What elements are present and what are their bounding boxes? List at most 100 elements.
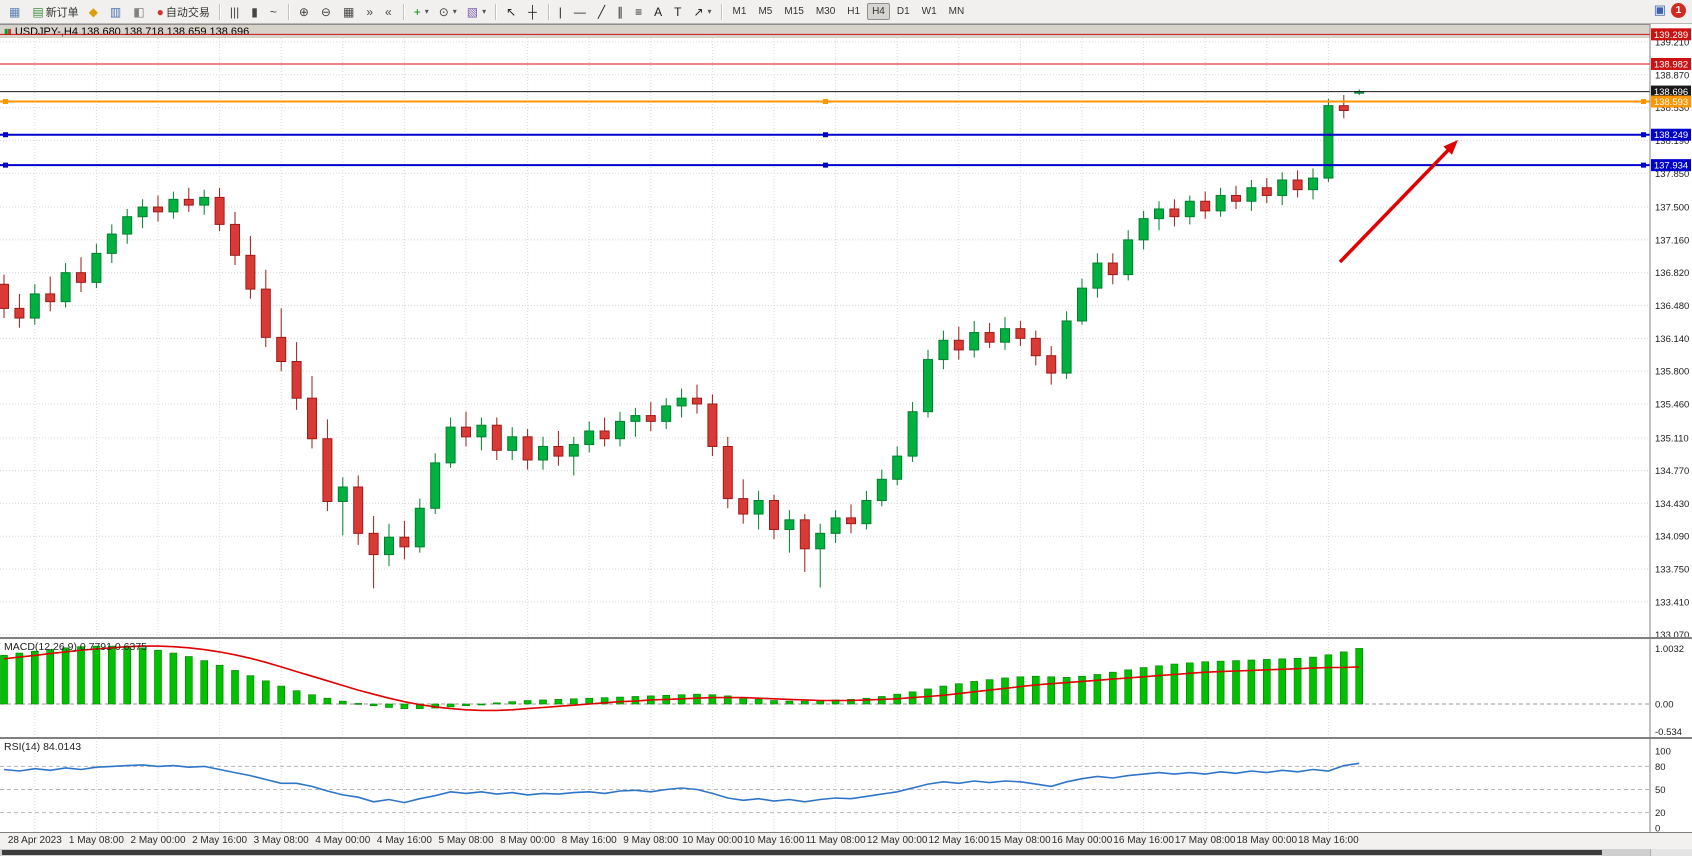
alerts-icon[interactable]: ▣ bbox=[1653, 2, 1666, 17]
candle bbox=[322, 438, 333, 502]
candle bbox=[599, 430, 610, 440]
channel-icon: ∥ bbox=[617, 4, 624, 19]
time-label: 3 May 08:00 bbox=[253, 835, 309, 846]
period-d1-button[interactable]: D1 bbox=[896, 6, 910, 17]
data-window-button[interactable]: ◧ bbox=[129, 1, 150, 23]
candle bbox=[276, 336, 287, 363]
price-line-label bbox=[1651, 95, 1691, 108]
price-line[interactable] bbox=[0, 132, 1650, 138]
candle bbox=[676, 397, 687, 407]
zoom-in-button[interactable]: ⊕ bbox=[295, 1, 315, 23]
bar-chart-button[interactable]: ||| bbox=[226, 1, 245, 23]
svg-text:138.190: 138.190 bbox=[1655, 136, 1689, 147]
metaeditor-button[interactable]: ◆ bbox=[85, 1, 104, 23]
candle bbox=[815, 532, 826, 550]
candle bbox=[1107, 262, 1118, 276]
candles-layer bbox=[0, 89, 1365, 589]
crosshair-button[interactable]: ┼ bbox=[524, 1, 543, 23]
main-chart[interactable]: 139.210 138.870 138.530 138.190 137.850 137.5… bbox=[0, 24, 1692, 638]
rsi-panel[interactable]: 100 80 50 20 0 bbox=[0, 738, 1692, 832]
candle bbox=[1184, 200, 1195, 218]
vertical-line-button[interactable]: | bbox=[555, 1, 568, 23]
period-m15-button[interactable]: M15 bbox=[784, 6, 804, 17]
chevron-down-icon: ▾ bbox=[707, 7, 712, 16]
period-mn-button[interactable]: MN bbox=[948, 6, 965, 17]
candle bbox=[1123, 239, 1134, 276]
time-label: 1 May 08:00 bbox=[68, 835, 124, 846]
autotrading-button[interactable]: ● 自动交易 bbox=[153, 1, 214, 23]
line-marker bbox=[823, 132, 828, 138]
new-order-icon: ▤ bbox=[32, 4, 44, 19]
arrows-button[interactable]: ↗ ▾ bbox=[689, 1, 715, 23]
text-label-button[interactable]: T bbox=[670, 1, 687, 23]
market-watch-icon: ▥ bbox=[109, 4, 122, 19]
time-axis[interactable]: 28 Apr 2023 1 May 08:00 2 May 00:00 2 May 1… bbox=[0, 832, 1692, 849]
auto-scroll-button[interactable]: » bbox=[362, 1, 379, 23]
cursor-button[interactable]: ↖ bbox=[502, 1, 522, 23]
candle bbox=[1231, 194, 1241, 202]
chevron-down-icon: ▾ bbox=[424, 7, 429, 16]
time-label: 10 May 16:00 bbox=[743, 835, 805, 846]
svg-text:1.0032: 1.0032 bbox=[1655, 644, 1684, 655]
candle bbox=[615, 420, 625, 440]
candle bbox=[507, 436, 518, 451]
macd-axis[interactable]: 1.0032 0.00 -0.534 bbox=[1649, 638, 1692, 738]
chart-shift-button[interactable]: « bbox=[381, 1, 398, 23]
line-marker bbox=[3, 99, 8, 105]
period-h4-button[interactable]: H4 bbox=[867, 3, 890, 20]
fibonacci-button[interactable]: ≡ bbox=[631, 1, 648, 23]
macd-panel[interactable]: 1.0032 0.00 -0.534 bbox=[0, 638, 1692, 738]
candle bbox=[45, 293, 56, 303]
svg-text:136.820: 136.820 bbox=[1655, 268, 1689, 279]
rsi-axis[interactable]: 100 80 50 20 0 bbox=[1649, 738, 1692, 833]
crosshair-icon: ┼ bbox=[528, 4, 537, 19]
price-line[interactable] bbox=[0, 162, 1650, 168]
candle bbox=[137, 206, 148, 218]
period-w1-button[interactable]: W1 bbox=[921, 6, 937, 17]
time-label: 16 May 16:00 bbox=[1113, 835, 1174, 846]
period-m30-button[interactable]: M30 bbox=[815, 6, 836, 17]
new-order-button[interactable]: ▤ 新订单 bbox=[28, 1, 82, 23]
tile-windows-button[interactable]: ▦ bbox=[339, 1, 360, 23]
templates-button[interactable]: ▧ ▾ bbox=[463, 1, 490, 23]
rsi-label: RSI(14) 84.0143 bbox=[4, 741, 82, 753]
market-watch-button[interactable]: ▥ bbox=[106, 1, 127, 23]
svg-text:134.770: 134.770 bbox=[1655, 466, 1689, 477]
time-label: 12 May 16:00 bbox=[928, 835, 990, 846]
svg-text:138.696: 138.696 bbox=[1654, 87, 1688, 98]
toolbar-separator bbox=[287, 3, 290, 20]
candlestick-chart-button[interactable]: ▮ bbox=[247, 1, 264, 23]
candle bbox=[1077, 287, 1087, 322]
period-m5-button[interactable]: M5 bbox=[758, 6, 773, 17]
channel-button[interactable]: ∥ bbox=[613, 1, 629, 23]
candle bbox=[1292, 179, 1303, 191]
autotrading-button-label: 自动交易 bbox=[165, 6, 210, 19]
svg-text:134.430: 134.430 bbox=[1655, 499, 1689, 510]
h-scrollbar[interactable] bbox=[0, 849, 1650, 856]
periods-icon: ⊙ bbox=[438, 4, 449, 19]
candle bbox=[1000, 328, 1010, 343]
time-label: 10 May 00:00 bbox=[682, 835, 743, 846]
price-line[interactable] bbox=[0, 99, 1650, 105]
text-button[interactable]: A bbox=[650, 1, 668, 23]
new-chart-button[interactable]: ▦ bbox=[5, 1, 26, 23]
periods-button[interactable]: ⊙ ▾ bbox=[435, 1, 461, 23]
notification-badge[interactable]: 1 bbox=[1671, 2, 1686, 18]
svg-text:20: 20 bbox=[1655, 808, 1666, 819]
time-label: 16 May 00:00 bbox=[1051, 835, 1113, 846]
trendline-button[interactable]: ╱ bbox=[594, 1, 611, 23]
svg-text:0: 0 bbox=[1655, 824, 1660, 833]
candle bbox=[29, 293, 40, 319]
period-h1-button[interactable]: H1 bbox=[847, 6, 861, 17]
zoom-out-button[interactable]: ⊖ bbox=[317, 1, 337, 23]
trend-arrow[interactable] bbox=[1338, 140, 1458, 264]
line-chart-button[interactable]: ~ bbox=[266, 1, 283, 23]
indicators-button[interactable]: + ▾ bbox=[410, 1, 433, 23]
panel-divider[interactable] bbox=[0, 736, 1692, 741]
h-scrollbar-thumb[interactable] bbox=[2, 850, 1602, 855]
panel-divider[interactable] bbox=[0, 636, 1692, 641]
period-m1-button[interactable]: M1 bbox=[732, 6, 747, 17]
macd-signal-line bbox=[3, 645, 1360, 712]
horizontal-line-button[interactable]: — bbox=[570, 1, 592, 23]
price-axis[interactable]: 139.210 138.870 138.530 138.190 137.850 137.5… bbox=[1649, 24, 1692, 638]
